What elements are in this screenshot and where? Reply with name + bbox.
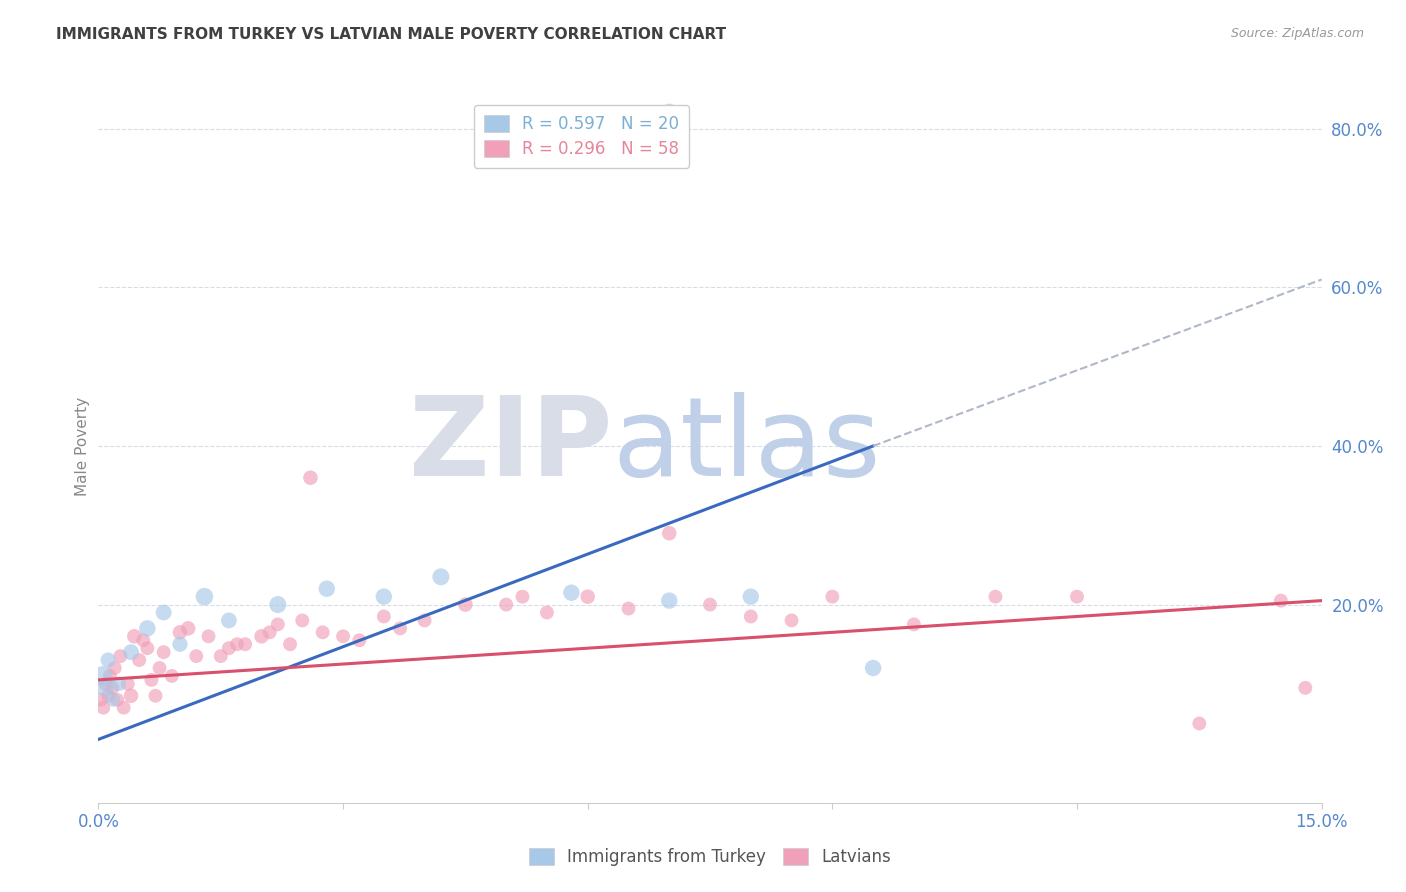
Y-axis label: Male Poverty: Male Poverty: [75, 396, 90, 496]
Point: [136, 641, 159, 656]
Point: [413, 614, 436, 628]
Point: [97, 653, 120, 667]
Point: [105, 692, 128, 706]
Point: [141, 673, 163, 687]
Point: [821, 590, 844, 604]
Point: [259, 625, 281, 640]
Point: [740, 590, 762, 604]
Point: [110, 649, 132, 664]
Point: [576, 590, 599, 604]
Point: [91, 669, 114, 683]
Point: [658, 593, 681, 607]
Point: [197, 629, 219, 643]
Point: [332, 629, 354, 643]
Point: [373, 590, 395, 604]
Text: atlas: atlas: [612, 392, 880, 500]
Point: [250, 629, 273, 643]
Point: [112, 700, 135, 714]
Legend: Immigrants from Turkey, Latvians: Immigrants from Turkey, Latvians: [523, 841, 897, 873]
Point: [101, 692, 124, 706]
Point: [658, 106, 681, 120]
Point: [984, 590, 1007, 604]
Point: [124, 629, 146, 643]
Point: [495, 598, 517, 612]
Point: [267, 598, 290, 612]
Point: [291, 614, 314, 628]
Point: [117, 677, 139, 691]
Point: [186, 649, 208, 664]
Point: [209, 649, 232, 664]
Point: [233, 637, 256, 651]
Point: [132, 633, 155, 648]
Point: [90, 692, 112, 706]
Point: [430, 570, 453, 584]
Point: [1188, 716, 1211, 731]
Point: [226, 637, 249, 651]
Point: [169, 637, 191, 651]
Point: [617, 601, 640, 615]
Point: [91, 700, 114, 714]
Point: [218, 641, 240, 656]
Point: [193, 590, 215, 604]
Point: [560, 585, 582, 599]
Point: [169, 625, 191, 640]
Point: [160, 669, 183, 683]
Point: [1294, 681, 1316, 695]
Point: [862, 661, 884, 675]
Point: [373, 609, 395, 624]
Point: [94, 681, 117, 695]
Point: [108, 677, 131, 691]
Point: [136, 621, 159, 635]
Point: [104, 661, 127, 675]
Point: [1066, 590, 1088, 604]
Point: [120, 689, 142, 703]
Point: [101, 681, 124, 695]
Point: [699, 598, 721, 612]
Point: [177, 621, 200, 635]
Point: [349, 633, 371, 648]
Point: [536, 606, 558, 620]
Point: [149, 661, 172, 675]
Point: [152, 645, 174, 659]
Point: [120, 645, 142, 659]
Point: [267, 617, 290, 632]
Point: [312, 625, 335, 640]
Point: [94, 677, 117, 691]
Point: [97, 689, 120, 703]
Point: [98, 669, 121, 683]
Text: IMMIGRANTS FROM TURKEY VS LATVIAN MALE POVERTY CORRELATION CHART: IMMIGRANTS FROM TURKEY VS LATVIAN MALE P…: [56, 27, 727, 42]
Text: ZIP: ZIP: [409, 392, 612, 500]
Point: [218, 614, 240, 628]
Point: [278, 637, 301, 651]
Point: [740, 609, 762, 624]
Point: [145, 689, 167, 703]
Point: [152, 606, 174, 620]
Point: [780, 614, 803, 628]
Point: [128, 653, 150, 667]
Point: [299, 471, 322, 485]
Point: [389, 621, 412, 635]
Point: [454, 598, 477, 612]
Point: [658, 526, 681, 541]
Text: Source: ZipAtlas.com: Source: ZipAtlas.com: [1230, 27, 1364, 40]
Point: [315, 582, 337, 596]
Point: [903, 617, 925, 632]
Point: [1270, 593, 1292, 607]
Point: [512, 590, 534, 604]
